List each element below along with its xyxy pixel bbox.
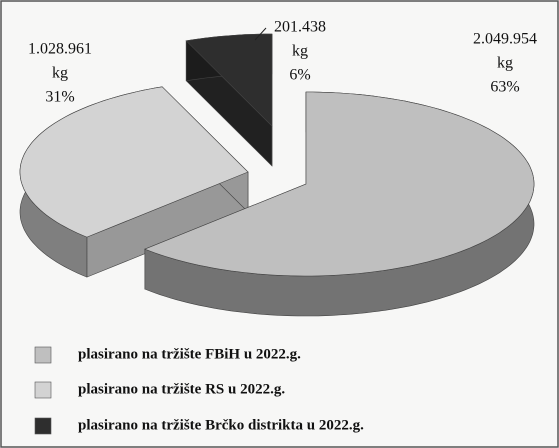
value-label: 201.438 [274,19,326,36]
legend-label: plasirano na tržište RS u 2022.g. [78,381,285,397]
slice-top [144,91,535,277]
legend-swatch [34,346,52,364]
unit-label: kg [52,65,68,82]
value-label: 1.028.961 [28,41,92,58]
unit-label: kg [497,55,513,72]
slice-top [185,33,273,127]
legend-swatch [34,417,52,435]
unit-label: kg [292,43,308,60]
percent-label: 63% [490,79,519,96]
legend-label: plasirano na tržište FBiH u 2022.g. [78,346,301,362]
legend-swatch [34,381,52,399]
legend-label: plasirano na tržište Brčko distrikta u 2… [78,417,364,433]
value-label: 2.049.954 [473,31,537,48]
percent-label: 31% [45,89,74,106]
leader-line [254,27,267,41]
slice-top [19,86,249,238]
percent-label: 6% [289,67,310,84]
